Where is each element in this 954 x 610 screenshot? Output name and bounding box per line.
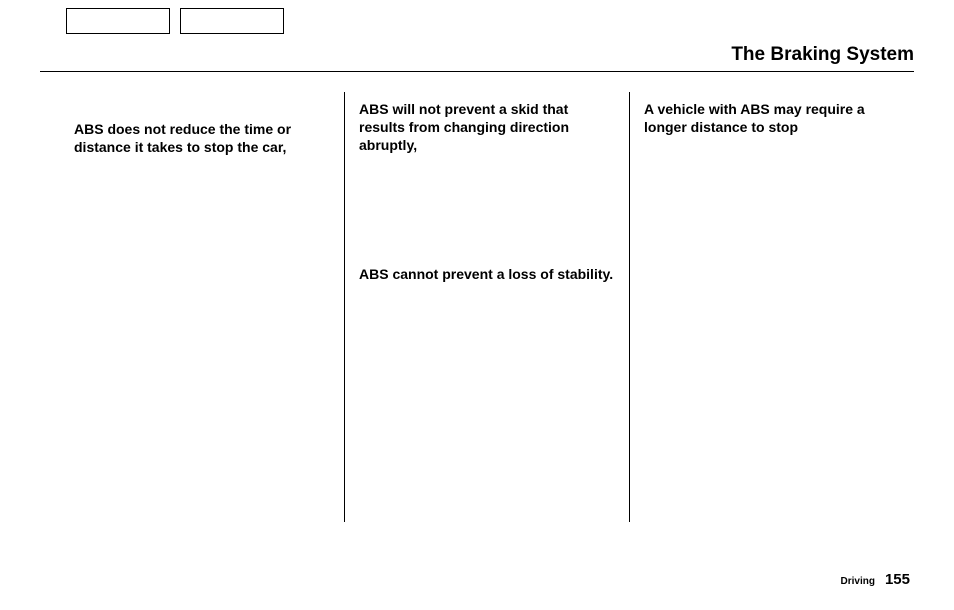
- page-footer: Driving 155: [841, 571, 910, 588]
- footer-page-number: 155: [885, 571, 910, 588]
- footer-section-label: Driving: [841, 576, 875, 587]
- nav-box-row: [66, 8, 284, 34]
- title-rule: [40, 71, 914, 72]
- column-left: ABS does not reduce the time or distance…: [60, 92, 344, 522]
- paragraph: ABS cannot prevent a loss of stability.: [359, 265, 615, 283]
- column-center: ABS will not prevent a skid that results…: [344, 92, 629, 522]
- content-columns: ABS does not reduce the time or distance…: [60, 92, 914, 522]
- paragraph: ABS does not reduce the time or distance…: [74, 120, 330, 156]
- nav-box-prev[interactable]: [66, 8, 170, 34]
- paragraph: A vehicle with ABS may require a longer …: [644, 100, 900, 136]
- nav-box-next[interactable]: [180, 8, 284, 34]
- page-title: The Braking System: [731, 44, 914, 66]
- column-right: A vehicle with ABS may require a longer …: [629, 92, 914, 522]
- paragraph: ABS will not prevent a skid that results…: [359, 100, 615, 155]
